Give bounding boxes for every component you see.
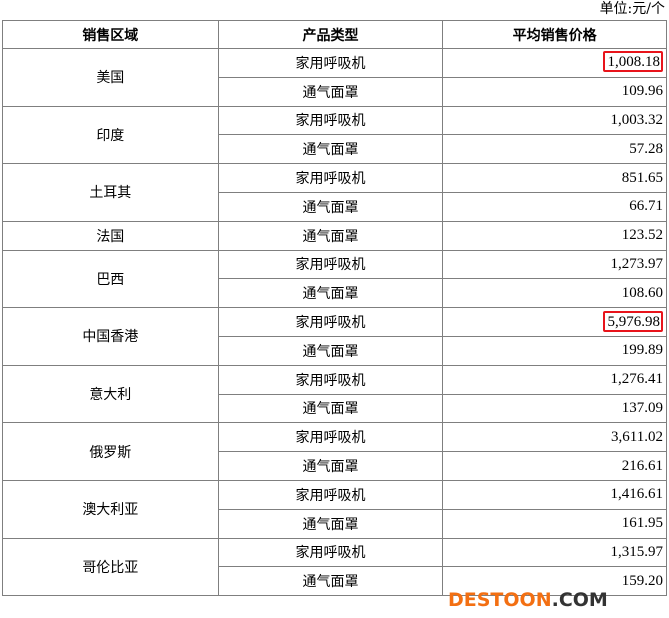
price-cell: 1,008.18 bbox=[442, 48, 667, 78]
table-row: 通气面罩 199.89 bbox=[3, 335, 667, 366]
type-cell: 通气面罩 bbox=[217, 508, 444, 539]
type-cell: 家用呼吸机 bbox=[217, 163, 444, 193]
type-cell: 通气面罩 bbox=[217, 220, 444, 251]
price-cell: 66.71 bbox=[442, 191, 667, 222]
table-row: 法国 通气面罩 123.52 bbox=[2, 220, 667, 251]
region-cell: 澳大利亚 bbox=[2, 479, 219, 539]
table-row: 通气面罩 137.09 bbox=[3, 393, 667, 424]
region-cell: 土耳其 bbox=[2, 163, 219, 222]
price-value: 1,276.41 bbox=[610, 371, 664, 388]
region-cell: 俄罗斯 bbox=[2, 422, 219, 481]
table-row: 通气面罩 108.60 bbox=[3, 278, 667, 309]
watermark: DESTOON.COM bbox=[448, 589, 608, 611]
table-row: 通气面罩 57.28 bbox=[3, 134, 667, 165]
price-cell: 216.61 bbox=[442, 451, 667, 481]
type-cell: 通气面罩 bbox=[217, 191, 444, 222]
region-cell: 中国香港 bbox=[2, 307, 219, 366]
price-value: 137.09 bbox=[621, 399, 663, 416]
price-value: 1,003.32 bbox=[610, 111, 664, 128]
header-price: 平均销售价格 bbox=[442, 20, 667, 49]
region-cell: 哥伦比亚 bbox=[2, 537, 219, 597]
highlighted-price: 5,976.98 bbox=[602, 310, 663, 332]
header-type: 产品类型 bbox=[217, 20, 444, 49]
table-row: 美国 家用呼吸机 1,008.18 bbox=[2, 48, 667, 107]
type-cell: 家用呼吸机 bbox=[217, 48, 444, 78]
type-cell: 通气面罩 bbox=[217, 451, 444, 481]
region-cell: 美国 bbox=[2, 48, 219, 107]
type-cell: 家用呼吸机 bbox=[217, 105, 444, 136]
table-row: 澳大利亚 家用呼吸机 1,416.61 bbox=[2, 479, 667, 539]
price-value: 216.61 bbox=[621, 457, 663, 474]
price-cell: 1,416.61 bbox=[442, 479, 667, 510]
type-cell: 家用呼吸机 bbox=[217, 479, 444, 510]
region-cell: 法国 bbox=[2, 220, 219, 251]
price-cell: 199.89 bbox=[442, 335, 667, 366]
type-cell: 通气面罩 bbox=[217, 393, 444, 424]
price-value: 851.65 bbox=[621, 169, 663, 186]
price-value: 3,611.02 bbox=[611, 428, 663, 445]
price-value: 199.89 bbox=[621, 342, 663, 359]
price-value: 57.28 bbox=[629, 140, 663, 157]
price-value: 161.95 bbox=[621, 515, 663, 532]
type-cell: 家用呼吸机 bbox=[217, 364, 444, 395]
table-row: 通气面罩 216.61 bbox=[3, 451, 667, 481]
table-row: 中国香港 家用呼吸机 5,976.98 bbox=[2, 307, 667, 366]
price-cell: 1,273.97 bbox=[442, 249, 667, 280]
price-cell: 161.95 bbox=[442, 508, 667, 539]
type-cell: 通气面罩 bbox=[217, 134, 444, 165]
type-cell: 家用呼吸机 bbox=[217, 307, 444, 337]
price-cell: 123.52 bbox=[442, 220, 667, 251]
table-row: 俄罗斯 家用呼吸机 3,611.02 bbox=[2, 422, 667, 481]
price-value: 66.71 bbox=[629, 198, 663, 215]
price-cell: 3,611.02 bbox=[442, 422, 667, 453]
type-cell: 通气面罩 bbox=[217, 278, 444, 309]
unit-label: 单位:元/个 bbox=[599, 1, 665, 17]
table-row: 印度 家用呼吸机 1,003.32 bbox=[2, 105, 667, 165]
price-cell: 851.65 bbox=[442, 163, 667, 193]
table-row: 通气面罩 161.95 bbox=[3, 508, 667, 539]
price-value: 123.52 bbox=[621, 227, 663, 244]
price-cell: 109.96 bbox=[442, 76, 667, 107]
table-row: 哥伦比亚 家用呼吸机 1,315.97 bbox=[2, 537, 667, 597]
price-cell: 5,976.98 bbox=[442, 307, 667, 337]
highlighted-price: 1,008.18 bbox=[602, 51, 663, 73]
price-cell: 1,315.97 bbox=[442, 537, 667, 568]
price-value: 159.20 bbox=[621, 572, 663, 589]
type-cell: 通气面罩 bbox=[217, 335, 444, 366]
price-value: 1,416.61 bbox=[610, 486, 664, 503]
region-cell: 意大利 bbox=[2, 364, 219, 424]
type-cell: 家用呼吸机 bbox=[217, 422, 444, 453]
price-cell: 137.09 bbox=[442, 393, 667, 424]
price-cell: 159.20 bbox=[442, 566, 667, 597]
type-cell: 通气面罩 bbox=[217, 76, 444, 107]
table-row: 通气面罩 66.71 bbox=[3, 191, 667, 222]
price-cell: 57.28 bbox=[442, 134, 667, 165]
type-cell: 通气面罩 bbox=[217, 566, 444, 597]
header-region: 销售区域 bbox=[2, 20, 219, 49]
price-table: 销售区域 产品类型 平均销售价格 美国 家用呼吸机 1,008.18 通气面罩 109.… bbox=[2, 20, 667, 597]
region-cell: 巴西 bbox=[2, 249, 219, 309]
type-cell: 家用呼吸机 bbox=[217, 537, 444, 568]
table-row: 通气面罩 159.20 bbox=[3, 566, 667, 597]
table-row: 意大利 家用呼吸机 1,276.41 bbox=[2, 364, 667, 424]
price-value: 109.96 bbox=[621, 83, 663, 100]
table-row: 巴西 家用呼吸机 1,273.97 bbox=[2, 249, 667, 309]
price-value: 1,273.97 bbox=[610, 255, 664, 272]
price-value: 108.60 bbox=[621, 284, 663, 301]
type-cell: 家用呼吸机 bbox=[217, 249, 444, 280]
table-row: 通气面罩 109.96 bbox=[3, 76, 667, 107]
price-cell: 108.60 bbox=[442, 278, 667, 309]
table-row: 土耳其 家用呼吸机 851.65 bbox=[2, 163, 667, 222]
price-cell: 1,003.32 bbox=[442, 105, 667, 136]
price-value: 1,315.97 bbox=[610, 543, 664, 560]
price-cell: 1,276.41 bbox=[442, 364, 667, 395]
region-cell: 印度 bbox=[2, 105, 219, 165]
